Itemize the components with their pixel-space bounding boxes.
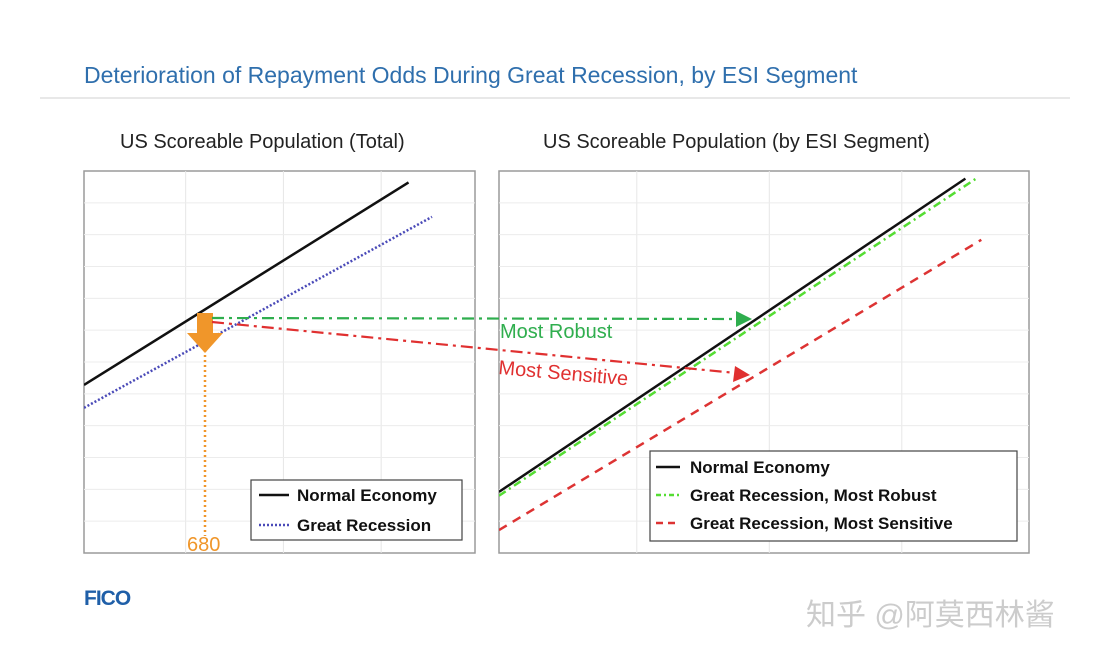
cutoff-680-marker: 680 xyxy=(187,313,223,556)
cutoff-label: 680 xyxy=(187,534,220,556)
right-series-great-recession-most-robust xyxy=(499,177,977,497)
right-chart-series xyxy=(499,177,982,532)
right-chart-title: US Scoreable Population (by ESI Segment) xyxy=(543,131,930,153)
slide-title: Deterioration of Repayment Odds During G… xyxy=(84,62,858,88)
watermark: 知乎 @阿莫西林酱 xyxy=(806,599,1055,632)
most-robust-arrow: Most Robust xyxy=(211,311,752,343)
legend-label-normal-economy: Normal Economy xyxy=(297,486,437,505)
left-chart-series xyxy=(84,181,433,409)
left-chart-title: US Scoreable Population (Total) xyxy=(120,131,405,153)
legend-label-most-robust: Great Recession, Most Robust xyxy=(690,486,937,505)
right-chart-grid xyxy=(499,171,1029,553)
most-robust-label: Most Robust xyxy=(500,321,613,343)
fico-logo: FICO xyxy=(84,587,131,610)
right-series-great-recession-most-sensitive xyxy=(499,238,982,532)
title-divider xyxy=(40,97,1070,99)
right-legend: Normal Economy Great Recession, Most Rob… xyxy=(649,450,1018,542)
most-robust-arrowhead-icon xyxy=(736,311,752,327)
right-legend-box xyxy=(649,450,1018,542)
most-sensitive-arrowhead-icon xyxy=(733,366,750,382)
down-arrow-icon xyxy=(187,313,223,353)
left-series-normal-economy xyxy=(84,181,410,386)
left-legend-box xyxy=(250,479,463,541)
left-legend: Normal Economy Great Recession xyxy=(250,479,463,541)
right-series-normal-economy xyxy=(499,177,967,493)
legend-label-most-sensitive: Great Recession, Most Sensitive xyxy=(690,514,953,533)
legend-label-great-recession: Great Recession xyxy=(297,516,431,535)
legend-label-normal-economy-esi: Normal Economy xyxy=(690,458,830,477)
